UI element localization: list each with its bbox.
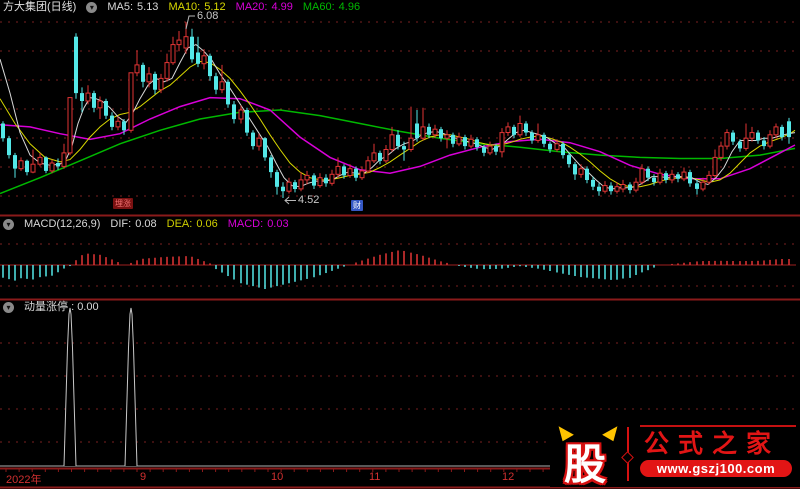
legend-ma5-value: 5.13 xyxy=(137,1,159,13)
axis-month-label: 11 xyxy=(369,471,381,483)
logo-url-pill: www.gszj100.com xyxy=(640,460,792,477)
date-axis: 2022年 9 10 11 12 xyxy=(0,470,800,487)
collapse-main-icon[interactable]: ▾ xyxy=(86,1,98,13)
axis-year-label: 2022年 xyxy=(6,474,42,486)
gszj-watermark-logo: 股 公式之家 www.gszj100.com xyxy=(550,421,800,489)
signal-panel-header: ▾ 动量涨停 : 0.00 xyxy=(3,301,99,313)
legend-ma60: MA60: 4.96 xyxy=(303,1,360,13)
collapse-macd-icon[interactable]: ▾ xyxy=(3,218,14,230)
stock-title: 方大集团(日线) xyxy=(3,1,77,13)
legend-ma10: MA10: 5.12 xyxy=(168,1,225,13)
legend-dif: DIF: 0.08 xyxy=(110,218,156,230)
legend-dea: DEA: 0.06 xyxy=(167,218,218,230)
legend-macd: MACD: 0.03 xyxy=(228,218,289,230)
logo-top-rule xyxy=(640,425,796,427)
signal-value: 0.00 xyxy=(77,301,99,313)
legend-ma10-label: MA10: xyxy=(168,1,201,13)
axis-month-label: 12 xyxy=(502,471,515,483)
legend-ma10-value: 5.12 xyxy=(204,1,226,13)
legend-dif-value: 0.08 xyxy=(135,218,157,230)
axis-month-label: 10 xyxy=(271,471,284,483)
main-panel-header: 方大集团(日线) ▾ MA5: 5.13 MA10: 5.12 MA20: 4.… xyxy=(3,1,360,13)
legend-ma5: MA5: 5.13 xyxy=(107,1,158,13)
logo-diamond-icon xyxy=(621,451,634,464)
logo-character: 股 xyxy=(564,440,607,489)
logo-text-block: 公式之家 www.gszj100.com xyxy=(640,425,796,477)
signal-name: 动量涨停 xyxy=(24,301,68,313)
legend-dea-value: 0.06 xyxy=(196,218,218,230)
legend-ma60-label: MA60: xyxy=(302,1,335,13)
logo-site-name: 公式之家 xyxy=(644,429,781,458)
legend-dea-label: DEA: xyxy=(166,218,193,230)
macd-panel-header: ▾ MACD(12,26,9) DIF: 0.08 DEA: 0.06 MACD… xyxy=(3,218,289,230)
ad-badge-cai: 财 xyxy=(351,200,363,211)
high-price-label: 6.08 xyxy=(197,10,219,22)
legend-dif-label: DIF: xyxy=(110,218,132,230)
signal-separator: : xyxy=(71,301,75,313)
legend-ma20-label: MA20: xyxy=(235,1,268,13)
bull-stock-emblem: 股 xyxy=(555,421,621,489)
legend-ma20: MA20: 4.99 xyxy=(236,1,293,13)
legend-ma20-value: 4.99 xyxy=(271,1,293,13)
legend-ma60-value: 4.96 xyxy=(338,1,361,13)
legend-macd-label: MACD: xyxy=(227,218,264,230)
low-price-label: 4.52 xyxy=(298,194,320,206)
macd-indicator-name: MACD(12,26,9) xyxy=(24,218,101,230)
signal-indicator: 动量涨停 : 0.00 xyxy=(24,301,99,313)
collapse-signal-icon[interactable]: ▾ xyxy=(3,301,14,313)
legend-macd-value: 0.03 xyxy=(267,218,289,230)
axis-month-label: 9 xyxy=(140,471,147,483)
ad-badge-maizhang: 埋涨 xyxy=(113,198,133,209)
legend-ma5-label: MA5: xyxy=(107,1,134,13)
